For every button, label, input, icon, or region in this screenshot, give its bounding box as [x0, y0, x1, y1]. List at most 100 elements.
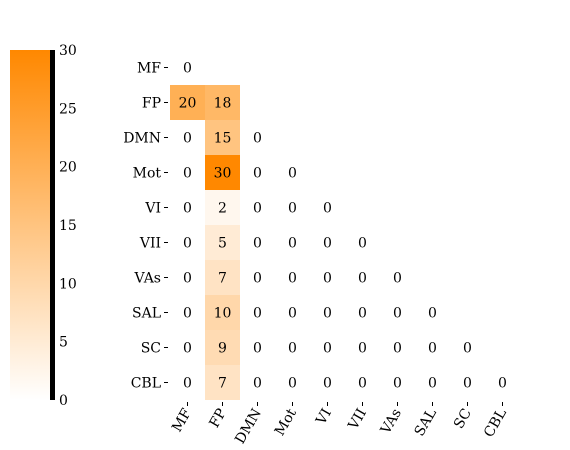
heatmap-cell [380, 295, 415, 330]
heatmap-cell [345, 295, 380, 330]
row-label: MF [137, 61, 161, 77]
cell-value-label: 0 [183, 271, 192, 287]
heatmap-cell [170, 225, 205, 260]
cell-value-label: 5 [218, 236, 227, 252]
heatmap-cell [205, 85, 240, 120]
cell-value-label: 0 [393, 271, 402, 287]
cell-value-label: 0 [183, 201, 192, 217]
cell-value-label: 30 [214, 166, 232, 182]
column-label: VI [313, 406, 335, 428]
heatmap-cell [345, 330, 380, 365]
cell-value-label: 0 [393, 341, 402, 357]
row-label: CBL [131, 376, 161, 392]
heatmap-cell [240, 120, 275, 155]
cell-value-label: 2 [218, 201, 227, 217]
heatmap-cell [310, 365, 345, 400]
column-label: CBL [481, 406, 510, 440]
row-label: VII [139, 236, 161, 252]
cell-value-label: 0 [253, 236, 262, 252]
cell-value-label: 0 [393, 376, 402, 392]
heatmap-cell [240, 295, 275, 330]
cell-value-label: 10 [214, 306, 232, 322]
cell-value-label: 0 [253, 306, 262, 322]
row-label: VI [144, 201, 161, 217]
heatmap-cell [275, 295, 310, 330]
colorbar-tick-label: 15 [59, 218, 77, 234]
column-label: DMN [232, 406, 265, 447]
colorbar-ticks: 0 5 10 15 20 25 30 [59, 43, 77, 409]
heatmap-cell [240, 190, 275, 225]
heatmap-cell [450, 365, 485, 400]
row-label: SC [141, 341, 161, 357]
colorbar-tick-label: 30 [59, 43, 77, 59]
cell-value-label: 0 [323, 306, 332, 322]
heatmap-cell [240, 260, 275, 295]
heatmap-cell [380, 330, 415, 365]
cell-value-label: 0 [183, 376, 192, 392]
cell-value-label: 0 [323, 376, 332, 392]
cell-value-label: 0 [183, 61, 192, 77]
heatmap-cell [170, 120, 205, 155]
row-label: Mot [133, 166, 162, 182]
heatmap-cell [345, 225, 380, 260]
column-label: FP [207, 406, 230, 431]
heatmap-cell [380, 365, 415, 400]
cell-value-label: 0 [183, 166, 192, 182]
heatmap-cell [275, 190, 310, 225]
heatmap-cell [205, 330, 240, 365]
column-labels: MF FP DMN Mot VI VII VAs SAL SC CBL [169, 402, 510, 447]
cell-value-label: 0 [253, 166, 262, 182]
heatmap-cell [170, 260, 205, 295]
heatmap-cell [415, 295, 450, 330]
cell-value-label: 0 [428, 376, 437, 392]
cell-value-label: 0 [323, 201, 332, 217]
heatmap-cell [205, 365, 240, 400]
cell-value-label: 0 [183, 131, 192, 147]
row-label: VAs [134, 271, 161, 287]
heatmap-cell [345, 260, 380, 295]
heatmap-cell [205, 190, 240, 225]
cell-value-label: 0 [288, 376, 297, 392]
cell-value-label: 0 [253, 271, 262, 287]
cell-value-label: 0 [183, 236, 192, 252]
heatmap-cell [170, 85, 205, 120]
heatmap-cell [205, 225, 240, 260]
colorbar-tick-label: 10 [59, 276, 77, 292]
heatmap-cell [170, 295, 205, 330]
cell-value-label: 0 [288, 341, 297, 357]
colorbar: 0 5 10 15 20 25 30 [10, 43, 77, 409]
heatmap-cell [170, 190, 205, 225]
heatmap-cell [240, 155, 275, 190]
cell-value-label: 0 [323, 341, 332, 357]
heatmap-cell [170, 155, 205, 190]
heatmap-cell [240, 330, 275, 365]
heatmap-cell [170, 365, 205, 400]
cell-value-label: 0 [288, 306, 297, 322]
cell-value-label: 0 [498, 376, 507, 392]
row-label: DMN [123, 131, 161, 147]
cell-value-label: 0 [253, 376, 262, 392]
row-labels: MF FP DMN Mot VI VII VAs SAL SC CBL [123, 61, 168, 392]
heatmap-cell [205, 260, 240, 295]
heatmap-cell [170, 50, 205, 85]
cell-value-label: 0 [253, 131, 262, 147]
heatmap-cell [240, 365, 275, 400]
column-label: Mot [272, 406, 300, 439]
cell-value-label: 0 [288, 166, 297, 182]
cell-value-label: 0 [183, 341, 192, 357]
cell-value-label: 0 [183, 306, 192, 322]
cell-value-label: 7 [218, 376, 227, 392]
cell-value-label: 0 [358, 306, 367, 322]
column-label: VII [345, 406, 370, 433]
colorbar-gradient [10, 50, 50, 400]
cell-value-label: 0 [323, 236, 332, 252]
heatmap-cell [450, 330, 485, 365]
heatmap-cell [275, 365, 310, 400]
heatmap-cell [205, 295, 240, 330]
heatmap-cells: 020 180 15 00 30 0 00 2 0 0 00 5 0 0 0 00 7 0 0 0 0 00 10 0 0 0 0 0… [170, 50, 520, 400]
heatmap-cell [310, 225, 345, 260]
cell-value-label: 0 [463, 341, 472, 357]
heatmap-cell [170, 330, 205, 365]
cell-value-label: 0 [393, 306, 402, 322]
column-label: MF [169, 406, 195, 435]
